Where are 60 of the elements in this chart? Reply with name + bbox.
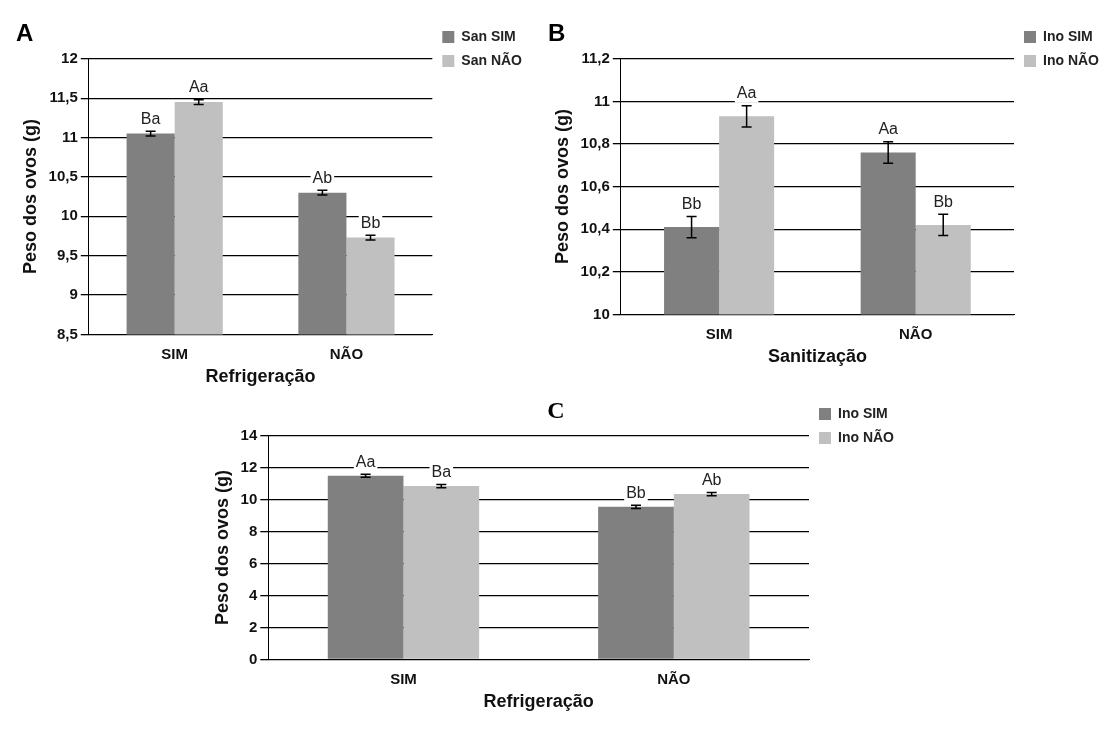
legend-label: Ino NÃO xyxy=(838,427,895,445)
y-tick-label: 11,5 xyxy=(49,88,78,106)
y-tick-label: 10,4 xyxy=(580,219,611,237)
y-tick-label: 12 xyxy=(240,457,258,475)
y-tick-label: 10,5 xyxy=(48,167,78,185)
bar xyxy=(673,494,750,659)
y-tick-label: 6 xyxy=(248,553,258,571)
legend-label: San NÃO xyxy=(461,50,523,68)
chart-title: C xyxy=(547,396,565,423)
y-tick-label: 10 xyxy=(61,206,78,224)
y-tick-label: 10,2 xyxy=(580,261,610,279)
data-label: Bb xyxy=(681,194,702,212)
x-tick-label: NÃO xyxy=(657,669,691,687)
y-tick-label: 0 xyxy=(248,649,258,667)
y-tick-label: 14 xyxy=(240,425,258,443)
data-label: Ab xyxy=(701,470,722,488)
y-tick-label: 2 xyxy=(248,617,258,635)
x-tick-label: NÃO xyxy=(329,344,364,362)
bar xyxy=(403,486,480,659)
chart-title: B xyxy=(548,19,566,47)
y-tick-label: 11,2 xyxy=(581,48,610,66)
y-tick-label: 9 xyxy=(69,285,78,303)
y-tick-label: 4 xyxy=(248,585,258,603)
x-tick-label: SIM xyxy=(161,344,189,362)
x-axis-title: Refrigeração xyxy=(483,691,594,712)
y-tick-label: 12 xyxy=(61,48,78,66)
y-tick-label: 9,5 xyxy=(56,245,78,263)
y-tick-label: 10 xyxy=(240,489,258,507)
data-label: Bb xyxy=(360,213,381,231)
y-axis-title: Peso dos ovos (g) xyxy=(551,109,572,265)
data-label: Aa xyxy=(878,120,899,138)
bar xyxy=(327,475,404,659)
legend-label: Ino NÃO xyxy=(1043,50,1100,68)
legend-label: San SIM xyxy=(461,27,516,44)
data-label: Ba xyxy=(431,462,452,480)
y-tick-label: 8,5 xyxy=(56,324,78,342)
chart-title: A xyxy=(16,19,34,47)
x-axis-title: Sanitização xyxy=(767,346,867,367)
y-axis-title: Peso dos ovos (g) xyxy=(211,470,232,626)
y-tick-label: 10,6 xyxy=(580,176,610,194)
x-tick-label: SIM xyxy=(705,324,733,342)
data-label: Aa xyxy=(355,452,376,470)
bar xyxy=(598,506,674,659)
data-label: Bb xyxy=(626,483,646,501)
y-tick-label: 10 xyxy=(593,304,610,322)
data-label: Aa xyxy=(188,78,209,96)
data-label: Aa xyxy=(736,84,757,102)
data-label: Ab xyxy=(312,168,333,186)
legend-label: Ino SIM xyxy=(838,404,888,421)
y-tick-label: 11 xyxy=(61,127,78,145)
x-tick-label: SIM xyxy=(390,669,417,687)
y-tick-label: 11 xyxy=(593,91,610,109)
y-axis-title: Peso dos ovos (g) xyxy=(19,119,40,275)
data-label: Ba xyxy=(140,109,161,127)
y-tick-label: 10,8 xyxy=(580,134,610,152)
x-axis-title: Refrigeração xyxy=(205,366,316,387)
legend-label: Ino SIM xyxy=(1043,27,1093,44)
y-tick-label: 8 xyxy=(248,521,258,539)
data-label: Bb xyxy=(933,192,954,210)
x-tick-label: NÃO xyxy=(899,324,933,342)
